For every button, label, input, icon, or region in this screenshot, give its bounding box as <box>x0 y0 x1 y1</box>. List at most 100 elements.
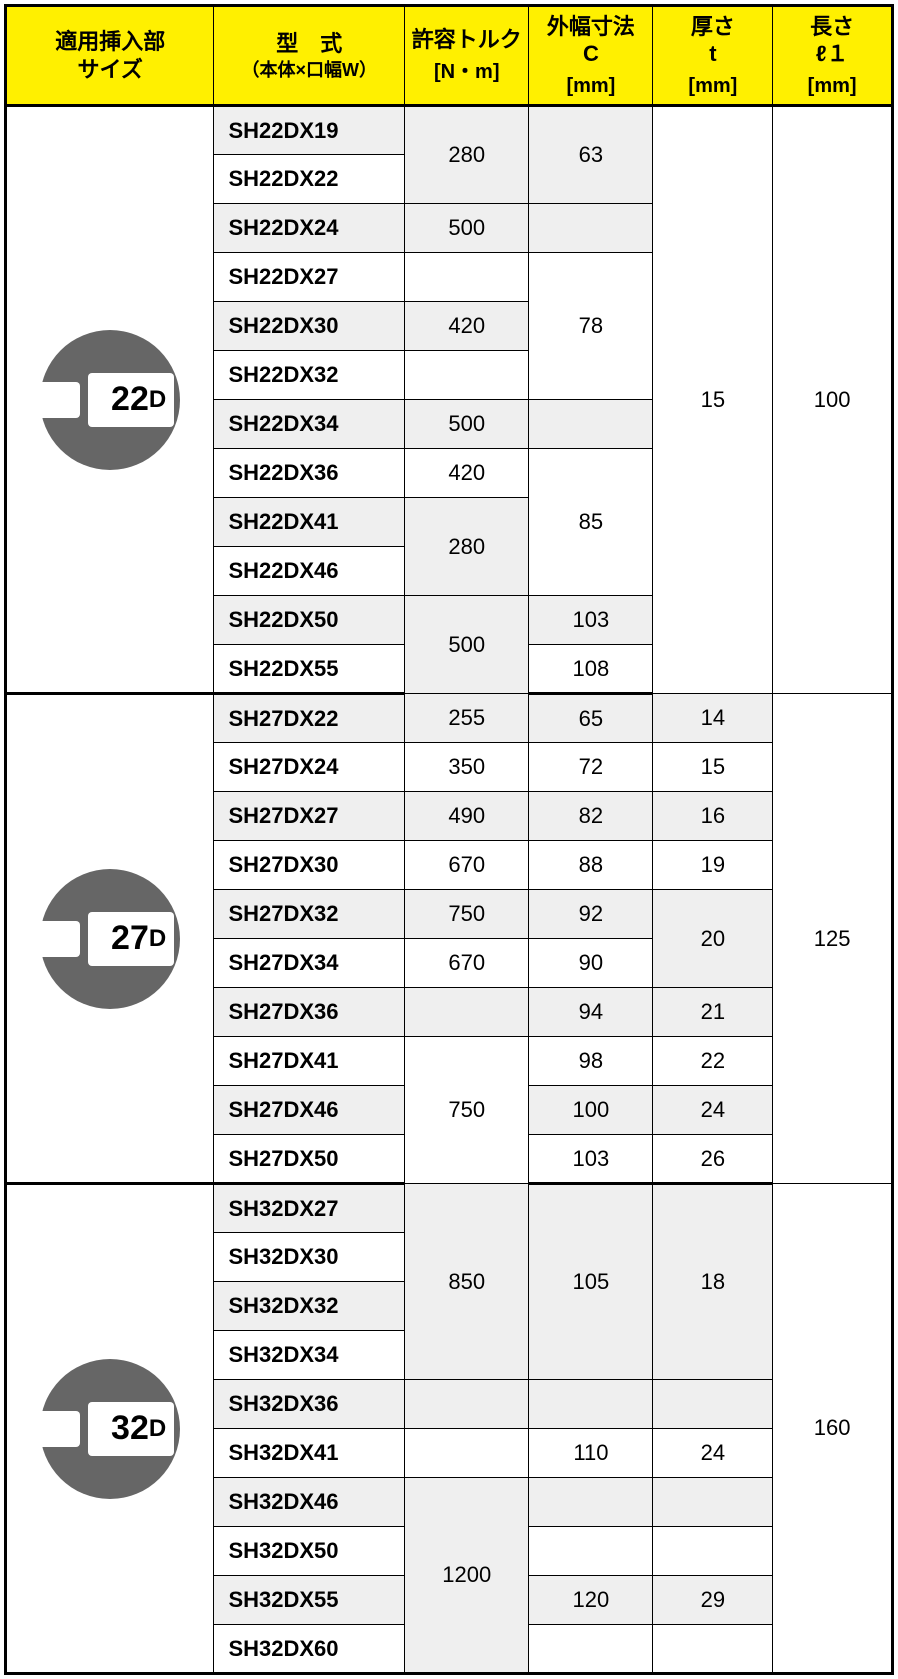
width-cell: 120 <box>529 1576 653 1625</box>
model-cell: SH27DX36 <box>214 988 405 1037</box>
width-cell: 92 <box>529 890 653 939</box>
width-cell: 103 <box>529 596 653 645</box>
header-length: 長さ ℓ１ [mm] <box>773 6 893 106</box>
model-cell: SH27DX27 <box>214 792 405 841</box>
model-cell: SH22DX30 <box>214 302 405 351</box>
header-size: 適用挿入部 サイズ <box>6 6 214 106</box>
torque-cell: 420 <box>405 449 529 498</box>
model-cell: SH27DX46 <box>214 1086 405 1135</box>
model-cell: SH32DX30 <box>214 1233 405 1282</box>
torque-cell: 490 <box>405 792 529 841</box>
thickness-cell: 24 <box>653 1429 773 1478</box>
width-cell <box>529 1625 653 1674</box>
thickness-cell: 26 <box>653 1135 773 1184</box>
header-torque: 許容トルク [N・m] <box>405 6 529 106</box>
spec-table: 適用挿入部 サイズ 型 式 （本体×口幅W） 許容トルク [N・m] 外幅寸法 … <box>4 4 894 1675</box>
torque-cell: 500 <box>405 204 529 253</box>
width-cell: 65 <box>529 694 653 743</box>
torque-cell: 850 <box>405 1184 529 1380</box>
width-cell: 88 <box>529 841 653 890</box>
size-cell: 27D <box>6 694 214 1184</box>
width-cell <box>529 1380 653 1429</box>
model-cell: SH27DX32 <box>214 890 405 939</box>
model-cell: SH32DX55 <box>214 1576 405 1625</box>
size-icon: 27D <box>7 869 213 1009</box>
model-cell: SH32DX27 <box>214 1184 405 1233</box>
size-icon-num: 27 <box>111 919 149 958</box>
torque-cell: 670 <box>405 939 529 988</box>
torque-cell: 280 <box>405 106 529 204</box>
torque-cell: 500 <box>405 596 529 694</box>
model-cell: SH27DX30 <box>214 841 405 890</box>
width-cell <box>529 400 653 449</box>
model-cell: SH27DX22 <box>214 694 405 743</box>
model-cell: SH32DX50 <box>214 1527 405 1576</box>
width-cell <box>529 1478 653 1527</box>
width-cell: 72 <box>529 743 653 792</box>
model-cell: SH27DX34 <box>214 939 405 988</box>
model-cell: SH27DX41 <box>214 1037 405 1086</box>
header-model: 型 式 （本体×口幅W） <box>214 6 405 106</box>
thickness-cell: 19 <box>653 841 773 890</box>
torque-cell: 750 <box>405 1037 529 1184</box>
thickness-cell <box>653 1527 773 1576</box>
thickness-cell: 22 <box>653 1037 773 1086</box>
size-cell: 32D <box>6 1184 214 1674</box>
length-cell: 100 <box>773 106 893 694</box>
thickness-cell: 14 <box>653 694 773 743</box>
width-cell: 78 <box>529 253 653 400</box>
torque-cell: 750 <box>405 890 529 939</box>
model-cell: SH27DX50 <box>214 1135 405 1184</box>
model-cell: SH22DX46 <box>214 547 405 596</box>
model-cell: SH22DX50 <box>214 596 405 645</box>
model-cell: SH22DX34 <box>214 400 405 449</box>
thickness-cell: 15 <box>653 743 773 792</box>
size-icon: 22D <box>7 330 213 470</box>
model-cell: SH22DX19 <box>214 106 405 155</box>
width-cell: 108 <box>529 645 653 694</box>
header-row: 適用挿入部 サイズ 型 式 （本体×口幅W） 許容トルク [N・m] 外幅寸法 … <box>6 6 893 106</box>
torque-cell: 280 <box>405 498 529 596</box>
header-width: 外幅寸法 C [mm] <box>529 6 653 106</box>
model-cell: SH22DX24 <box>214 204 405 253</box>
torque-cell: 420 <box>405 302 529 351</box>
thickness-cell <box>653 1380 773 1429</box>
size-cell: 22D <box>6 106 214 694</box>
thickness-cell: 24 <box>653 1086 773 1135</box>
model-cell: SH32DX46 <box>214 1478 405 1527</box>
length-cell: 125 <box>773 694 893 1184</box>
thickness-cell: 20 <box>653 890 773 988</box>
model-cell: SH22DX55 <box>214 645 405 694</box>
width-cell <box>529 204 653 253</box>
torque-cell <box>405 253 529 302</box>
size-icon-num: 22 <box>111 380 149 419</box>
thickness-cell: 15 <box>653 106 773 694</box>
torque-cell: 670 <box>405 841 529 890</box>
model-cell: SH32DX34 <box>214 1331 405 1380</box>
width-cell: 82 <box>529 792 653 841</box>
model-cell: SH32DX60 <box>214 1625 405 1674</box>
width-cell: 100 <box>529 1086 653 1135</box>
header-thickness: 厚さ t [mm] <box>653 6 773 106</box>
table-row: 27DSH27DX222556514125 <box>6 694 893 743</box>
torque-cell: 350 <box>405 743 529 792</box>
model-cell: SH32DX32 <box>214 1282 405 1331</box>
torque-cell: 1200 <box>405 1478 529 1674</box>
torque-cell <box>405 351 529 400</box>
width-cell: 103 <box>529 1135 653 1184</box>
thickness-cell: 21 <box>653 988 773 1037</box>
width-cell: 98 <box>529 1037 653 1086</box>
width-cell: 63 <box>529 106 653 204</box>
torque-cell <box>405 1380 529 1429</box>
table-row: 32DSH32DX2785010518160 <box>6 1184 893 1233</box>
model-cell: SH32DX36 <box>214 1380 405 1429</box>
torque-cell: 255 <box>405 694 529 743</box>
width-cell: 105 <box>529 1184 653 1380</box>
torque-cell <box>405 1429 529 1478</box>
size-icon-d: D <box>149 1415 166 1443</box>
width-cell: 94 <box>529 988 653 1037</box>
width-cell: 110 <box>529 1429 653 1478</box>
torque-cell <box>405 988 529 1037</box>
thickness-cell: 18 <box>653 1184 773 1380</box>
thickness-cell: 16 <box>653 792 773 841</box>
